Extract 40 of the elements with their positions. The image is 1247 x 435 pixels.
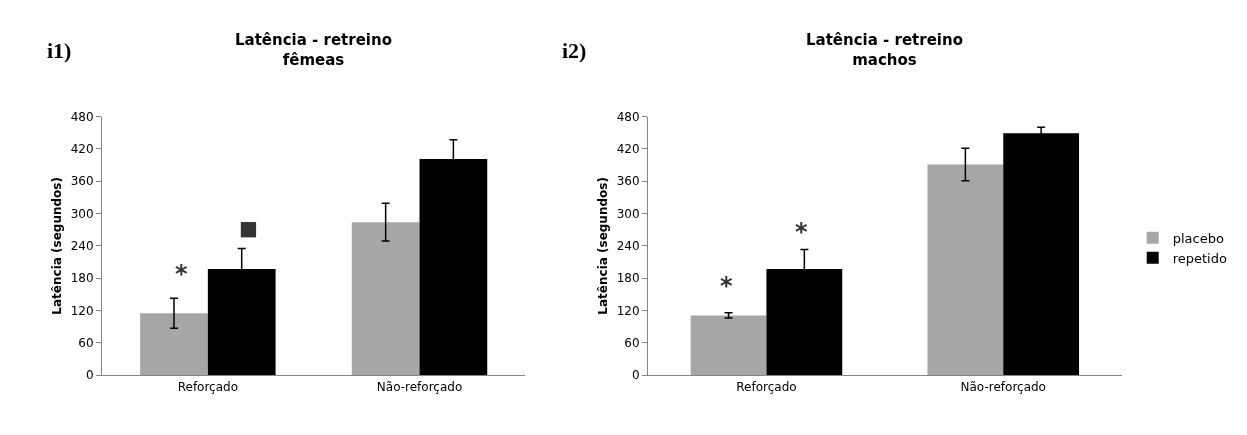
y-tick-label: 300: [616, 206, 640, 221]
text: i1): [47, 38, 72, 63]
y-tick-label: 180: [616, 271, 640, 286]
x-tick-label: Reforçado: [177, 379, 239, 394]
y-tick-label: 0: [85, 368, 94, 383]
y-tick-label: 360: [616, 174, 640, 189]
chart-subtitle: machos: [852, 50, 917, 69]
bar: [351, 222, 420, 376]
y-tick-label: 240: [616, 239, 640, 254]
annotation: *: [175, 260, 188, 288]
y-tick-label: 480: [616, 109, 640, 124]
y-tick-label: 60: [78, 336, 94, 351]
annotation: *: [720, 272, 733, 300]
x-tick-label: Não-reforçado: [960, 379, 1046, 394]
y-tick-label: 480: [70, 109, 94, 124]
annotation: ■: [239, 216, 258, 240]
y-tick-label: 240: [70, 239, 94, 254]
x-tick-label: Não-reforçado: [376, 379, 463, 394]
y-tick-label: 420: [616, 142, 640, 157]
y-axis-title: Latência (segundos): [50, 177, 65, 315]
y-tick-label: 120: [616, 303, 640, 318]
legend-label: repetido: [1172, 250, 1227, 266]
chart-title: Latência - retreino: [235, 31, 392, 49]
y-tick-label: 300: [70, 206, 94, 221]
y-tick-label: 60: [624, 336, 640, 351]
x-tick-label: Reforçado: [736, 379, 797, 394]
y-tick-label: 180: [70, 271, 94, 286]
annotation: *: [795, 218, 808, 246]
y-tick-label: 0: [632, 368, 640, 383]
bar: [927, 164, 1004, 376]
chart-subtitle: fêmeas: [282, 50, 345, 69]
bar: [140, 313, 208, 376]
bar: [690, 315, 767, 376]
legend-label: placebo: [1172, 230, 1224, 246]
y-axis-title: Latência (segundos): [596, 177, 611, 315]
y-tick-label: 420: [70, 142, 94, 157]
y-tick-label: 120: [70, 303, 94, 318]
chart-title: Latência - retreino: [806, 31, 963, 49]
y-tick-label: 360: [70, 174, 94, 189]
text: i2): [562, 38, 587, 63]
